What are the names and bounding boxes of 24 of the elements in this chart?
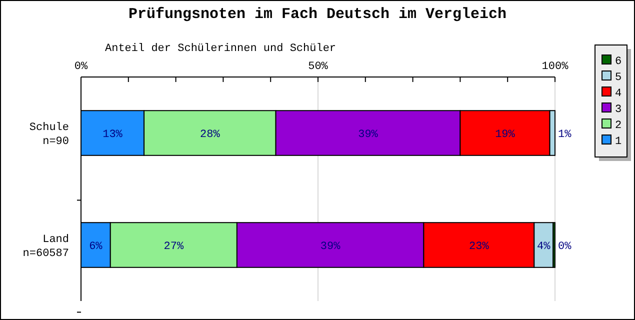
- legend-label: 3: [615, 104, 622, 116]
- chart-title: Prüfungsnoten im Fach Deutsch im Vergleich: [128, 6, 507, 23]
- y-tick-label: Land n=60587: [22, 234, 69, 260]
- y-tick-label: Schule n=90: [29, 122, 69, 148]
- x-axis-title: Anteil der Schülerinnen und Schüler: [105, 43, 336, 55]
- legend-label: 1: [615, 136, 622, 148]
- data-label: 27%: [164, 240, 184, 253]
- data-label: 28%: [200, 128, 220, 141]
- legend-label: 5: [615, 72, 622, 84]
- data-label: 1%: [558, 128, 572, 141]
- data-label: 39%: [320, 240, 341, 253]
- data-label: 39%: [358, 128, 378, 141]
- data-label: 0%: [558, 240, 572, 253]
- data-label: 6%: [89, 240, 103, 253]
- x-tick-label: 50%: [308, 61, 328, 73]
- x-tick-label: 100%: [542, 61, 569, 73]
- data-label: 23%: [469, 240, 490, 253]
- data-label: 4%: [537, 240, 551, 253]
- legend-label: 6: [615, 56, 622, 68]
- data-label: 19%: [495, 128, 516, 141]
- x-tick-label: 0%: [74, 61, 88, 73]
- data-label: 13%: [102, 128, 123, 141]
- legend-label: 4: [615, 88, 622, 100]
- legend-label: 2: [615, 120, 622, 132]
